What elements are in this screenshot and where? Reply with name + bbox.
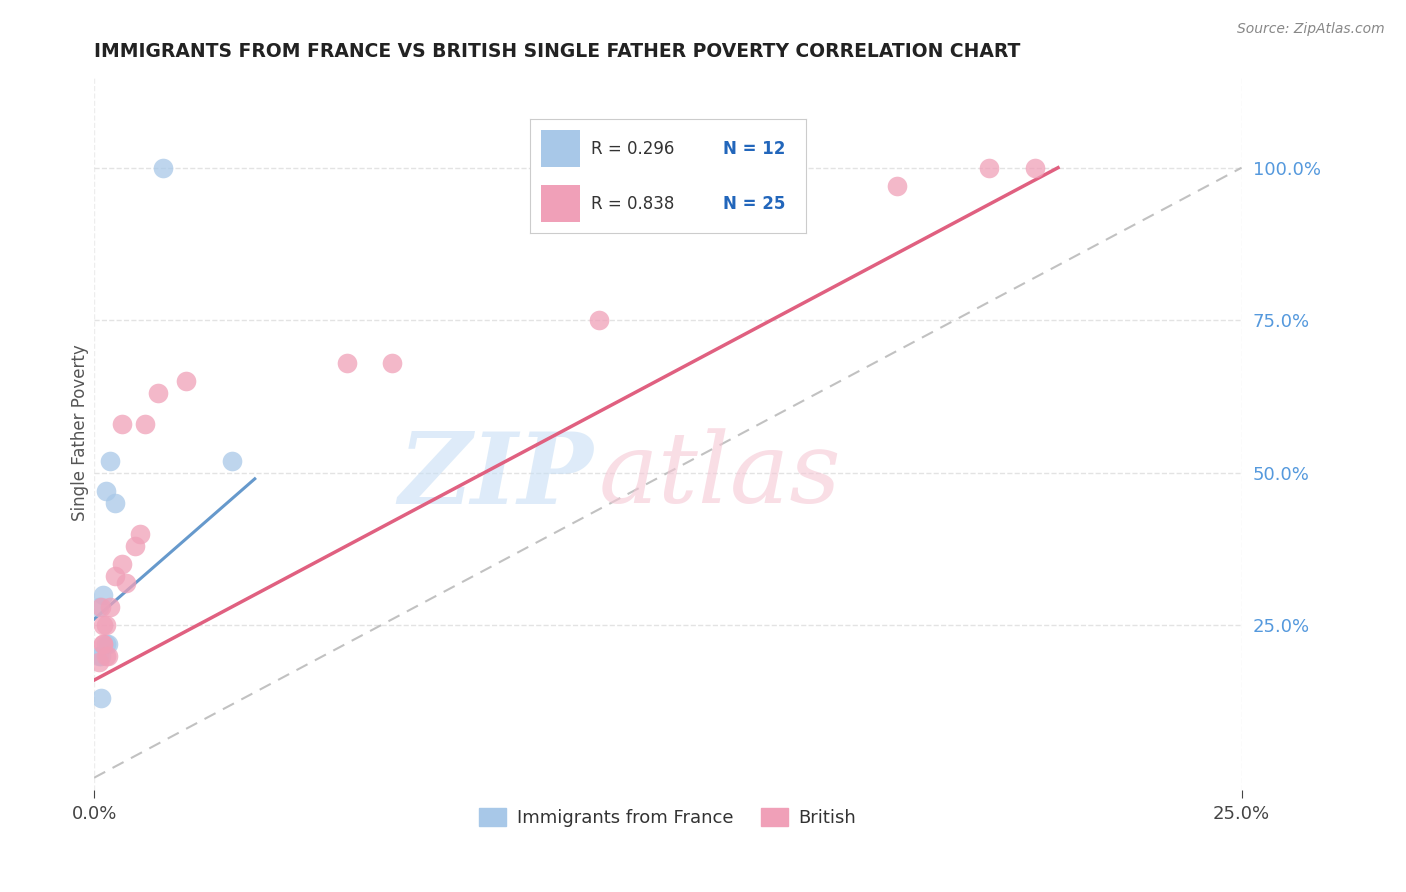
Point bbox=[115, 575, 138, 590]
Point bbox=[94, 648, 117, 663]
Point bbox=[90, 691, 112, 706]
Point bbox=[104, 496, 127, 510]
Point bbox=[148, 386, 170, 401]
Point bbox=[134, 417, 156, 431]
Point bbox=[94, 483, 117, 498]
Point bbox=[91, 618, 114, 632]
Point bbox=[111, 558, 134, 572]
Y-axis label: Single Father Poverty: Single Father Poverty bbox=[72, 344, 89, 522]
Point bbox=[381, 356, 404, 370]
Point bbox=[111, 417, 134, 431]
Point bbox=[152, 161, 174, 175]
Point bbox=[124, 539, 146, 553]
Point bbox=[97, 636, 120, 650]
Point bbox=[886, 179, 908, 194]
Point bbox=[91, 636, 114, 650]
Point bbox=[129, 526, 152, 541]
Point bbox=[97, 648, 120, 663]
Point bbox=[87, 648, 110, 663]
Point bbox=[87, 655, 110, 669]
Point bbox=[91, 588, 114, 602]
Point bbox=[87, 599, 110, 614]
Point bbox=[90, 648, 112, 663]
Text: IMMIGRANTS FROM FRANCE VS BRITISH SINGLE FATHER POVERTY CORRELATION CHART: IMMIGRANTS FROM FRANCE VS BRITISH SINGLE… bbox=[94, 42, 1021, 61]
Text: ZIP: ZIP bbox=[398, 427, 593, 524]
Point bbox=[94, 636, 117, 650]
Point bbox=[979, 161, 1001, 175]
Point bbox=[174, 374, 197, 388]
Text: atlas: atlas bbox=[599, 428, 842, 524]
Text: Source: ZipAtlas.com: Source: ZipAtlas.com bbox=[1237, 22, 1385, 37]
Point bbox=[90, 599, 112, 614]
Point bbox=[91, 636, 114, 650]
Point bbox=[221, 453, 243, 467]
Point bbox=[104, 569, 127, 583]
Point bbox=[98, 453, 121, 467]
Point bbox=[335, 356, 357, 370]
Legend: Immigrants from France, British: Immigrants from France, British bbox=[472, 801, 863, 834]
Point bbox=[1024, 161, 1046, 175]
Point bbox=[94, 618, 117, 632]
Point bbox=[588, 313, 610, 327]
Point bbox=[772, 161, 794, 175]
Point bbox=[98, 599, 121, 614]
